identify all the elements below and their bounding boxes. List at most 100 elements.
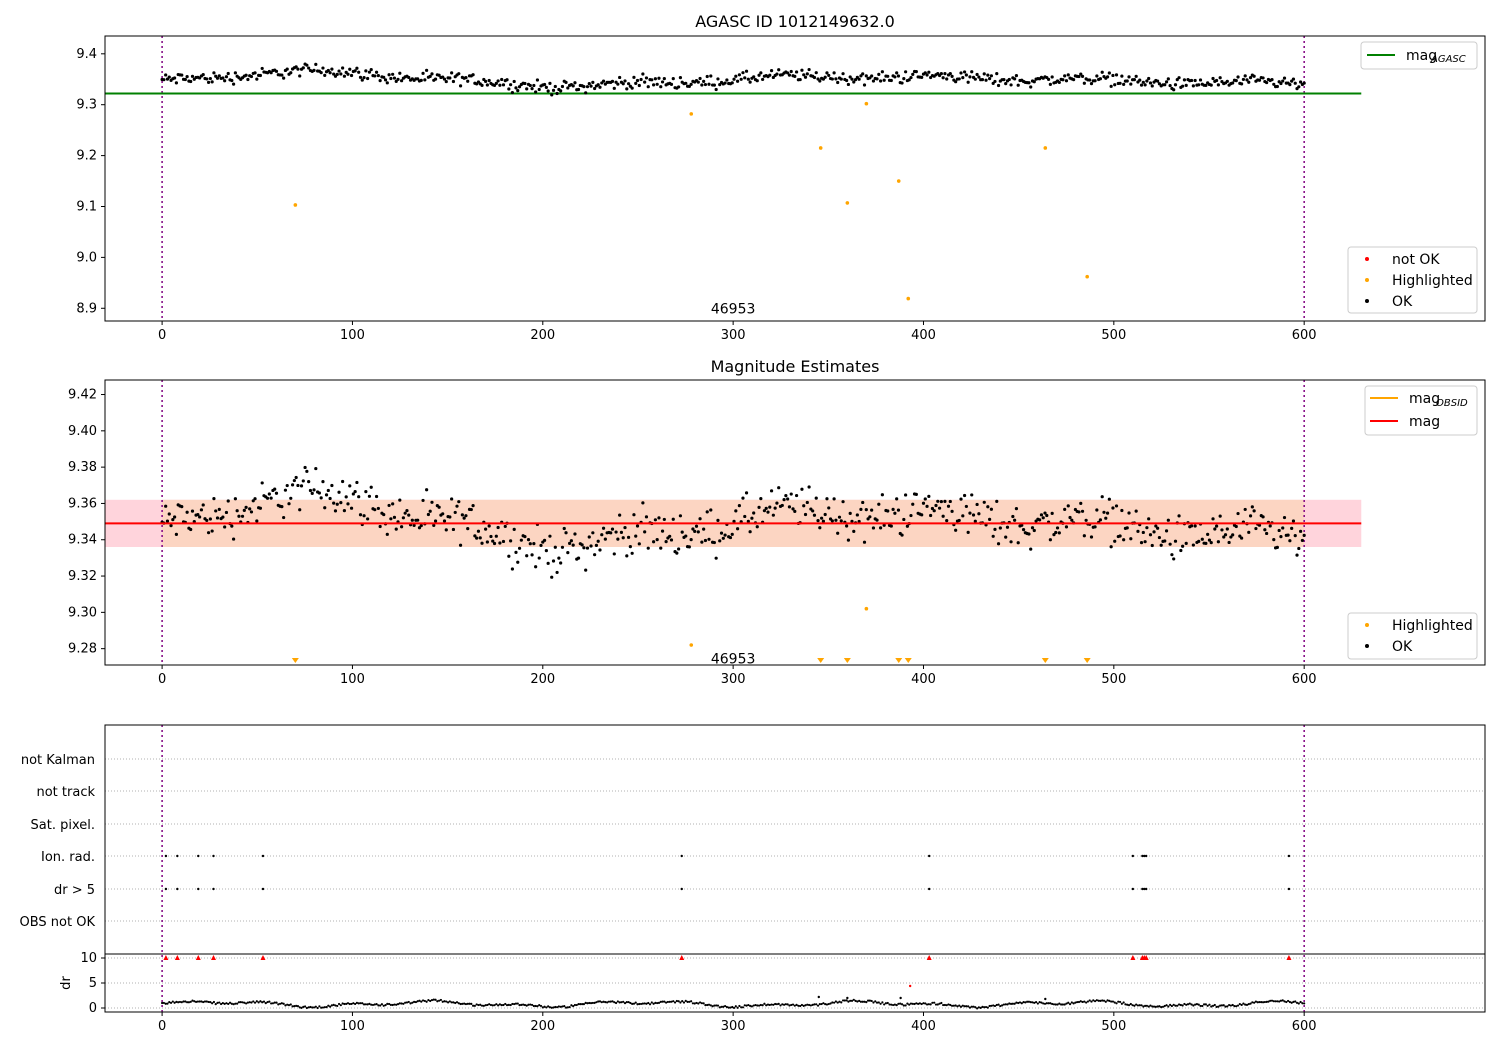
dr-point <box>1190 1003 1193 1006</box>
ok-point <box>610 79 615 83</box>
ok-point <box>246 77 250 82</box>
ok-point <box>811 509 815 513</box>
ok-point <box>900 81 904 85</box>
dr-clipped-marker <box>1130 955 1136 960</box>
ok-point <box>802 504 806 508</box>
ok-point <box>904 493 908 497</box>
ok-point <box>307 66 311 70</box>
ok-point <box>437 505 441 509</box>
legend-bottom: not OK Highlighted OK <box>1347 246 1478 314</box>
dr-point <box>377 1004 380 1007</box>
dr-point <box>607 1000 611 1003</box>
ok-point <box>1250 505 1254 509</box>
ok-point <box>1134 74 1138 78</box>
dr-point <box>1197 1003 1200 1006</box>
dr-point <box>343 1002 346 1006</box>
dr-point <box>209 1001 212 1004</box>
ok-point <box>880 70 884 74</box>
ok-point <box>280 505 284 509</box>
ok-point <box>621 536 625 540</box>
dr-point <box>336 1004 339 1008</box>
dr-point <box>1092 999 1095 1002</box>
dr-point <box>493 1004 496 1007</box>
ok-point <box>501 539 506 544</box>
dr-point <box>1110 1000 1113 1003</box>
ok-point <box>973 519 977 523</box>
ok-point <box>312 68 316 72</box>
y-tick-label: 9.2 <box>76 149 97 164</box>
dr-point <box>816 1004 820 1007</box>
ok-point <box>373 508 377 512</box>
dr-point <box>495 1003 498 1006</box>
dr-point <box>355 1001 359 1004</box>
dr-point <box>965 1005 968 1008</box>
ok-point <box>398 498 402 502</box>
dr-point <box>243 1001 246 1004</box>
ok-point <box>1281 526 1285 530</box>
dr-point <box>817 995 820 999</box>
ok-point <box>625 554 629 558</box>
dr-clipped-marker <box>174 955 180 960</box>
flag-point <box>1131 887 1135 891</box>
ok-point <box>932 509 936 513</box>
dr-clipped-marker <box>679 955 685 960</box>
ok-point <box>993 527 997 531</box>
dr-point <box>241 1001 244 1004</box>
ok-point <box>769 69 774 73</box>
dr-point <box>416 1000 419 1003</box>
dr-point <box>981 1005 984 1008</box>
ok-point <box>962 70 967 74</box>
dr-point <box>897 1002 900 1005</box>
dr-point <box>271 1002 275 1005</box>
dr-point <box>525 1004 528 1007</box>
dr-point <box>942 1003 945 1007</box>
x-tick-label: 100 <box>340 1019 365 1034</box>
ok-point <box>889 524 893 528</box>
dr-point <box>573 1003 577 1007</box>
ok-point <box>1002 78 1006 82</box>
dr-point <box>400 1002 403 1005</box>
ok-point <box>914 492 918 497</box>
dr-point <box>1002 1003 1006 1006</box>
ok-point <box>548 534 552 538</box>
ok-point <box>1282 76 1287 80</box>
dr-point <box>872 1001 875 1004</box>
ok-point <box>920 513 924 517</box>
dr-point <box>300 1006 303 1009</box>
ok-point <box>283 488 288 492</box>
ok-point <box>530 86 534 91</box>
ok-point <box>904 70 908 74</box>
ok-point <box>358 513 363 517</box>
ok-point <box>484 79 488 83</box>
ok-point <box>618 75 622 80</box>
ok-point <box>1129 537 1133 541</box>
dr-point <box>1185 1003 1188 1006</box>
ok-point <box>937 506 942 510</box>
dr-point <box>1202 1003 1206 1006</box>
dr-point <box>677 1000 680 1003</box>
ok-point <box>989 507 993 511</box>
ok-point <box>571 543 575 547</box>
ok-point <box>652 83 656 87</box>
ok-point <box>421 71 425 75</box>
dr-point <box>836 1001 839 1004</box>
ok-point <box>192 519 196 524</box>
dr-point <box>904 1004 907 1007</box>
ok-point <box>748 80 752 84</box>
ok-point <box>282 76 286 80</box>
ok-point <box>378 79 382 83</box>
ok-point <box>450 497 454 501</box>
ok-point <box>494 81 498 85</box>
dr-point <box>949 1003 952 1007</box>
dr-point <box>527 1003 530 1006</box>
ok-point <box>896 74 901 78</box>
ok-point <box>392 76 397 80</box>
ok-point <box>1279 81 1283 86</box>
ok-point <box>1080 509 1085 513</box>
dr-point <box>890 1003 893 1006</box>
dr-point <box>184 1000 187 1003</box>
dr-point <box>647 1001 650 1005</box>
dr-point <box>554 1005 557 1009</box>
dr-point <box>1199 1004 1202 1008</box>
dr-point <box>566 1006 569 1009</box>
